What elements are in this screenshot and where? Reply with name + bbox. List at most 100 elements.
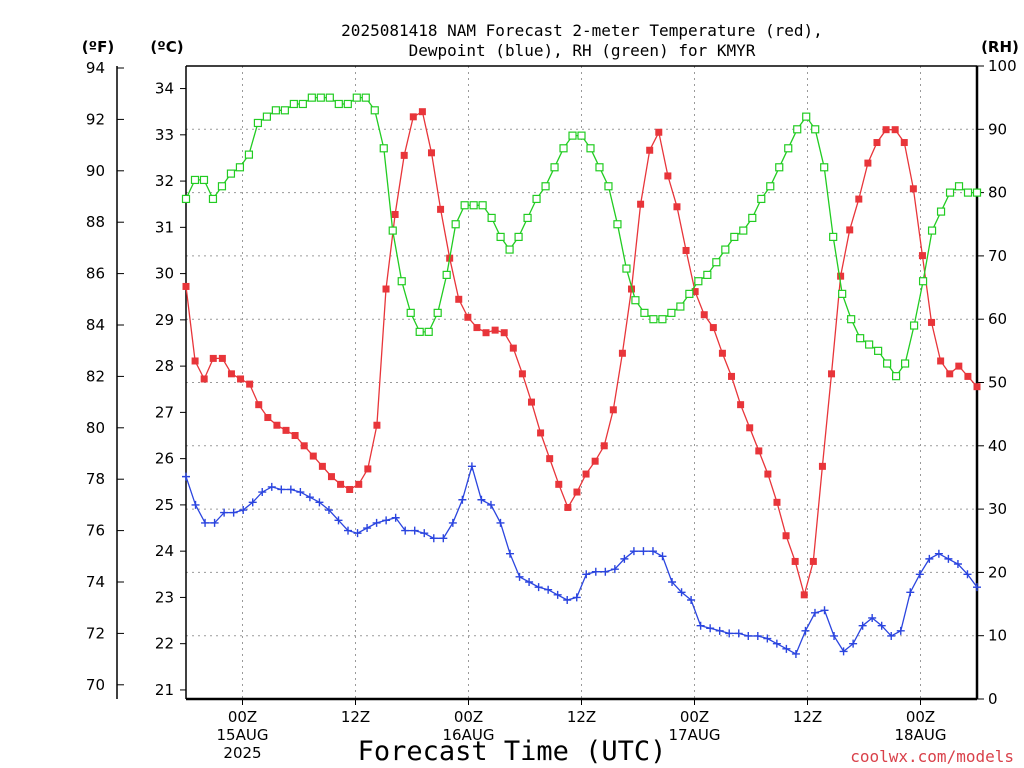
temperature-point [691, 288, 699, 296]
temperature-point [773, 498, 781, 506]
rh-point [460, 201, 469, 210]
rh-point [217, 182, 227, 191]
dewpoint-point [725, 629, 734, 638]
time-tick-label: 17AUG [669, 726, 721, 744]
rh-point [918, 277, 928, 286]
dewpoint-point [734, 629, 743, 638]
temperature-point [937, 357, 945, 365]
temperature-point [828, 370, 836, 378]
dewpoint-point [887, 631, 896, 640]
dewpoint-point [372, 518, 381, 527]
rh-point [334, 99, 343, 109]
rh-point [424, 327, 433, 336]
celsius-tick-label: 28 [155, 357, 174, 375]
temperature-point [946, 370, 954, 378]
rh-point [442, 270, 451, 279]
temperature-point [309, 452, 317, 460]
dewpoint-point [677, 588, 686, 597]
dewpoint-point [572, 593, 581, 602]
dewpoint-point [429, 534, 438, 543]
celsius-tick-label: 30 [155, 265, 174, 283]
temperature-point [973, 383, 981, 391]
temperature-point [637, 200, 645, 208]
temperature-point [782, 532, 790, 540]
temperature-point [837, 272, 845, 280]
temperature-point [900, 139, 908, 147]
time-tick-label: 2025 [223, 744, 261, 762]
temperature-point [227, 370, 235, 378]
rh-point [865, 340, 874, 349]
rh-tick-label: 40 [988, 437, 1007, 455]
time-tick-label: 00Z [228, 708, 257, 726]
rh-point [622, 264, 631, 273]
rh-tick-label: 10 [988, 627, 1007, 645]
rh-point [820, 163, 829, 172]
temperature-point [737, 401, 745, 409]
rh-tick-label: 60 [988, 310, 1007, 328]
rh-point [568, 131, 577, 140]
rh-point [802, 112, 811, 121]
celsius-tick-label: 24 [155, 542, 174, 560]
rh-point [307, 93, 316, 102]
fahrenheit-tick-label: 78 [86, 470, 105, 488]
rh-point [487, 213, 496, 223]
dewpoint-point [810, 608, 819, 617]
celsius-tick-label: 23 [155, 588, 174, 606]
temperature-point [855, 195, 863, 203]
celsius-tick-label: 21 [155, 681, 174, 699]
temperature-point [518, 370, 526, 378]
temperature-point [882, 126, 890, 134]
time-tick-label: 12Z [341, 708, 370, 726]
temperature-point [746, 424, 754, 432]
rh-point [280, 106, 289, 115]
fahrenheit-tick-label: 70 [86, 676, 105, 694]
temperature-point [755, 447, 763, 455]
temperature-point [673, 203, 681, 211]
temperature-point [818, 462, 826, 470]
rh-point [829, 232, 838, 242]
time-tick-label: 00Z [454, 708, 483, 726]
temperature-point [628, 285, 636, 293]
rh-point [963, 188, 973, 197]
dewpoint-point [553, 590, 562, 599]
celsius-tick-label: 22 [155, 635, 174, 653]
rh-series [181, 93, 982, 381]
fahrenheit-axis-ticks: 94 92 90 88 86 84 82 80 78 76 74 72 70 [86, 59, 124, 694]
fahrenheit-tick-label: 86 [86, 265, 105, 283]
temperature-point [928, 318, 936, 326]
dewpoint-point [591, 567, 600, 576]
temperature-point [464, 313, 472, 321]
rh-point [838, 289, 847, 298]
temperature-point [655, 128, 663, 136]
dewpoint-point [344, 526, 353, 535]
rh-point [847, 315, 856, 324]
celsius-axis-ticks: 34 33 32 31 30 29 28 27 26 25 24 23 22 21 [155, 80, 186, 699]
dewpoint-point [363, 524, 372, 533]
dewpoint-point [239, 506, 248, 515]
dewpoint-point [877, 621, 886, 630]
temperature-point [664, 172, 672, 180]
x-axis-title: Forecast Time (UTC) [358, 736, 667, 767]
dewpoint-point [210, 518, 219, 527]
dewpoint-point [267, 482, 276, 491]
temperature-point [346, 485, 354, 493]
time-tick-label: 16AUG [443, 726, 495, 744]
temperature-point [964, 372, 972, 380]
dewpoint-point [563, 595, 572, 604]
celsius-tick-label: 32 [155, 172, 174, 190]
dewpoint-point [610, 565, 619, 574]
rh-point [748, 213, 757, 223]
dewpoint-point [582, 570, 591, 579]
rh-point [775, 163, 784, 172]
rh-point [694, 277, 703, 286]
rh-point [181, 194, 191, 204]
dewpoint-point [896, 626, 905, 635]
rh-point [972, 188, 982, 197]
dewpoint-point [601, 567, 610, 576]
rh-point [900, 359, 910, 368]
rh-point [253, 118, 263, 128]
gridlines [186, 66, 977, 699]
rh-point [244, 150, 254, 159]
dewpoint-point [296, 488, 305, 497]
rh-point [397, 277, 406, 286]
